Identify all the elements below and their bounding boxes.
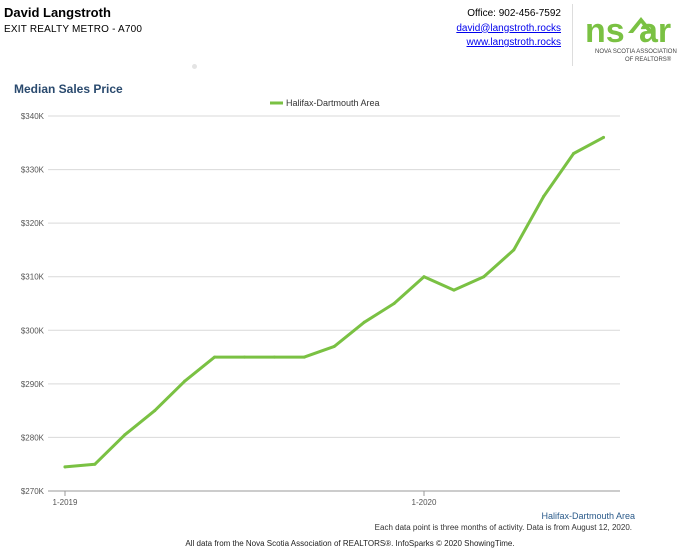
logo-wordmark-ns: ns <box>585 12 625 50</box>
data-note: Each data point is three months of activ… <box>375 523 632 532</box>
y-tick-label: $270K <box>21 487 45 496</box>
agent-company: EXIT REALTY METRO - A700 <box>4 24 143 35</box>
x-tick-label: 1-2020 <box>412 498 437 507</box>
data-point <box>332 344 336 348</box>
data-point <box>153 409 157 413</box>
decorative-dot <box>192 64 197 69</box>
data-point <box>93 462 97 466</box>
y-tick-label: $330K <box>21 166 45 175</box>
y-tick-label: $290K <box>21 380 45 389</box>
logo-roof-icon <box>628 17 654 33</box>
data-point <box>123 433 127 437</box>
contact-block: Office: 902-456-7592 david@langstroth.ro… <box>456 7 561 51</box>
data-point <box>452 288 456 292</box>
data-point <box>243 355 246 359</box>
office-phone: Office: 902-456-7592 <box>467 8 561 19</box>
chart-title: Median Sales Price <box>14 82 123 96</box>
region-label: Halifax-Dartmouth Area <box>541 511 635 521</box>
legend-label: Halifax-Dartmouth Area <box>286 98 380 108</box>
nsar-logo: ns ar NOVA SCOTIA ASSOCIATION OF REALTOR… <box>585 12 677 63</box>
data-point <box>213 355 217 359</box>
data-point <box>362 320 366 324</box>
data-point <box>272 355 276 359</box>
x-tick-label: 1-2019 <box>53 498 78 507</box>
data-point <box>512 248 516 252</box>
data-point <box>63 465 67 469</box>
logo-divider <box>572 4 573 66</box>
data-point <box>183 379 187 383</box>
y-tick-label: $280K <box>21 433 45 442</box>
data-point <box>572 152 576 155</box>
logo-wordmark-ar: ar <box>639 12 671 50</box>
series-line <box>63 135 605 469</box>
logo-line2: OF REALTORS® <box>625 56 672 63</box>
line-chart: $270K $280K $290K $300K $310K $320K $330K $340K… <box>21 98 635 532</box>
source-note: All data from the Nova Scotia Associatio… <box>185 539 515 548</box>
data-point <box>422 275 426 279</box>
data-point <box>302 355 306 359</box>
data-point <box>542 194 546 198</box>
y-tick-label: $300K <box>21 326 45 335</box>
data-point <box>482 275 486 279</box>
y-tick-label: $340K <box>21 112 45 121</box>
logo-line1: NOVA SCOTIA ASSOCIATION <box>595 49 677 55</box>
agent-name: David Langstroth <box>4 5 111 20</box>
y-tick-label: $310K <box>21 273 45 282</box>
website-link[interactable]: www.langstroth.rocks <box>466 37 561 48</box>
email-link[interactable]: david@langstroth.rocks <box>456 22 561 34</box>
data-point <box>602 135 605 139</box>
data-point <box>392 302 396 305</box>
y-tick-label: $320K <box>21 219 45 228</box>
